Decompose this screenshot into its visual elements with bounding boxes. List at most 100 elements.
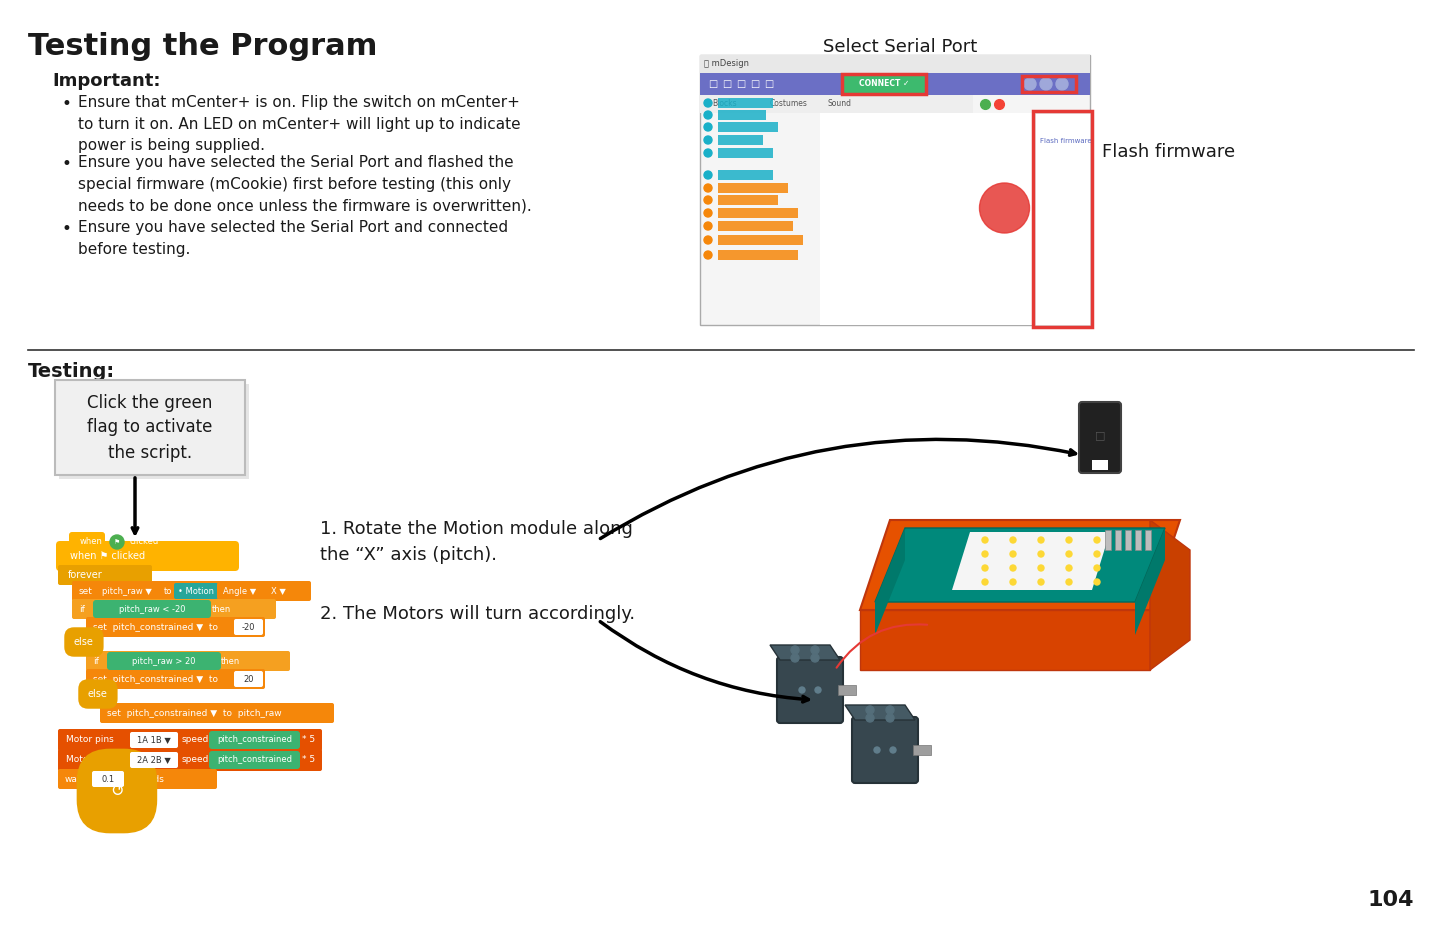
FancyBboxPatch shape [87, 669, 265, 689]
Circle shape [110, 535, 124, 549]
Polygon shape [845, 705, 916, 720]
Text: 20: 20 [244, 675, 254, 683]
Text: □: □ [708, 79, 717, 89]
Text: * 5: * 5 [301, 756, 316, 764]
FancyBboxPatch shape [59, 384, 249, 479]
FancyBboxPatch shape [92, 771, 124, 787]
Polygon shape [875, 528, 1165, 602]
Text: seconds: seconds [128, 774, 164, 784]
Bar [718, 250, 797, 260]
Text: pitch_constrained: pitch_constrained [216, 735, 291, 745]
Circle shape [704, 222, 712, 230]
Bar [718, 235, 803, 245]
Text: pitch_constrained: pitch_constrained [216, 756, 291, 764]
Circle shape [704, 171, 712, 179]
Circle shape [1094, 579, 1100, 585]
Circle shape [704, 111, 712, 119]
Bar [1145, 530, 1151, 550]
Text: □: □ [735, 79, 746, 89]
Bar [913, 745, 932, 755]
Text: ↺: ↺ [110, 782, 124, 800]
Bar [718, 170, 773, 180]
Text: pitch_raw < -20: pitch_raw < -20 [118, 605, 185, 613]
Bar [842, 74, 926, 94]
FancyBboxPatch shape [262, 583, 294, 599]
Circle shape [704, 99, 712, 107]
Circle shape [885, 714, 894, 722]
Circle shape [704, 236, 712, 244]
Text: Flash firmware: Flash firmware [1102, 143, 1236, 161]
Circle shape [1066, 579, 1071, 585]
FancyBboxPatch shape [58, 749, 322, 771]
Text: to: to [164, 586, 173, 596]
Text: Motor pins: Motor pins [66, 735, 114, 745]
Text: * 5: * 5 [301, 735, 316, 745]
FancyBboxPatch shape [130, 732, 177, 748]
FancyBboxPatch shape [56, 541, 239, 571]
Text: set  pitch_constrained ▼  to: set pitch_constrained ▼ to [92, 675, 218, 683]
Text: pitch_raw > 20: pitch_raw > 20 [133, 656, 196, 665]
Bar [1034, 113, 1090, 325]
Text: Testing the Program: Testing the Program [27, 32, 378, 61]
FancyBboxPatch shape [55, 380, 245, 475]
Polygon shape [770, 645, 841, 660]
Bar [718, 135, 763, 145]
Circle shape [1094, 551, 1100, 557]
Text: CONNECT ✓: CONNECT ✓ [859, 79, 910, 89]
Circle shape [867, 706, 874, 714]
Circle shape [885, 706, 894, 714]
Text: clicked: clicked [130, 538, 159, 546]
Text: •: • [62, 95, 72, 113]
FancyBboxPatch shape [777, 657, 844, 723]
Text: Blocks: Blocks [712, 100, 737, 108]
FancyBboxPatch shape [234, 671, 262, 687]
FancyBboxPatch shape [844, 75, 924, 93]
FancyBboxPatch shape [72, 599, 275, 619]
Circle shape [1066, 551, 1071, 557]
Bar [1125, 530, 1131, 550]
Circle shape [704, 251, 712, 259]
Bar [699, 55, 1090, 73]
Circle shape [792, 646, 799, 654]
Text: Flash firmware: Flash firmware [1040, 138, 1092, 144]
Text: set  pitch_constrained ▼  to: set pitch_constrained ▼ to [92, 623, 218, 632]
FancyBboxPatch shape [209, 731, 300, 749]
Bar [718, 208, 797, 218]
Text: Important:: Important: [52, 72, 160, 90]
Text: Click the green
flag to activate
the script.: Click the green flag to activate the scr… [88, 393, 212, 461]
Polygon shape [1135, 528, 1165, 635]
Bar [1092, 460, 1107, 470]
Text: if: if [79, 605, 85, 613]
FancyBboxPatch shape [209, 751, 300, 769]
Circle shape [799, 687, 805, 693]
Text: speed: speed [182, 756, 209, 764]
FancyBboxPatch shape [130, 752, 177, 768]
Bar [1105, 530, 1110, 550]
Bar [699, 73, 1090, 95]
Circle shape [982, 537, 988, 543]
Text: • Motion: • Motion [177, 586, 213, 596]
Bar [718, 183, 787, 193]
Polygon shape [859, 610, 1151, 670]
Text: □: □ [722, 79, 731, 89]
Text: then: then [212, 605, 231, 613]
Text: Motor pins: Motor pins [66, 756, 114, 764]
Circle shape [1009, 565, 1017, 571]
Circle shape [704, 209, 712, 217]
Bar [718, 98, 773, 108]
Text: Ensure that mCenter+ is on. Flip the switch on mCenter+
to turn it on. An LED on: Ensure that mCenter+ is on. Flip the swi… [78, 95, 521, 153]
Circle shape [704, 136, 712, 144]
Circle shape [867, 714, 874, 722]
FancyBboxPatch shape [58, 565, 151, 585]
Circle shape [1038, 579, 1044, 585]
Circle shape [704, 123, 712, 131]
Bar [699, 55, 1090, 325]
Circle shape [890, 747, 895, 753]
Circle shape [704, 149, 712, 157]
FancyBboxPatch shape [87, 651, 290, 671]
Circle shape [704, 196, 712, 204]
Text: when ⚑ clicked: when ⚑ clicked [71, 551, 146, 561]
FancyBboxPatch shape [69, 532, 105, 552]
Bar [718, 148, 773, 158]
Text: 0.1: 0.1 [101, 774, 114, 784]
